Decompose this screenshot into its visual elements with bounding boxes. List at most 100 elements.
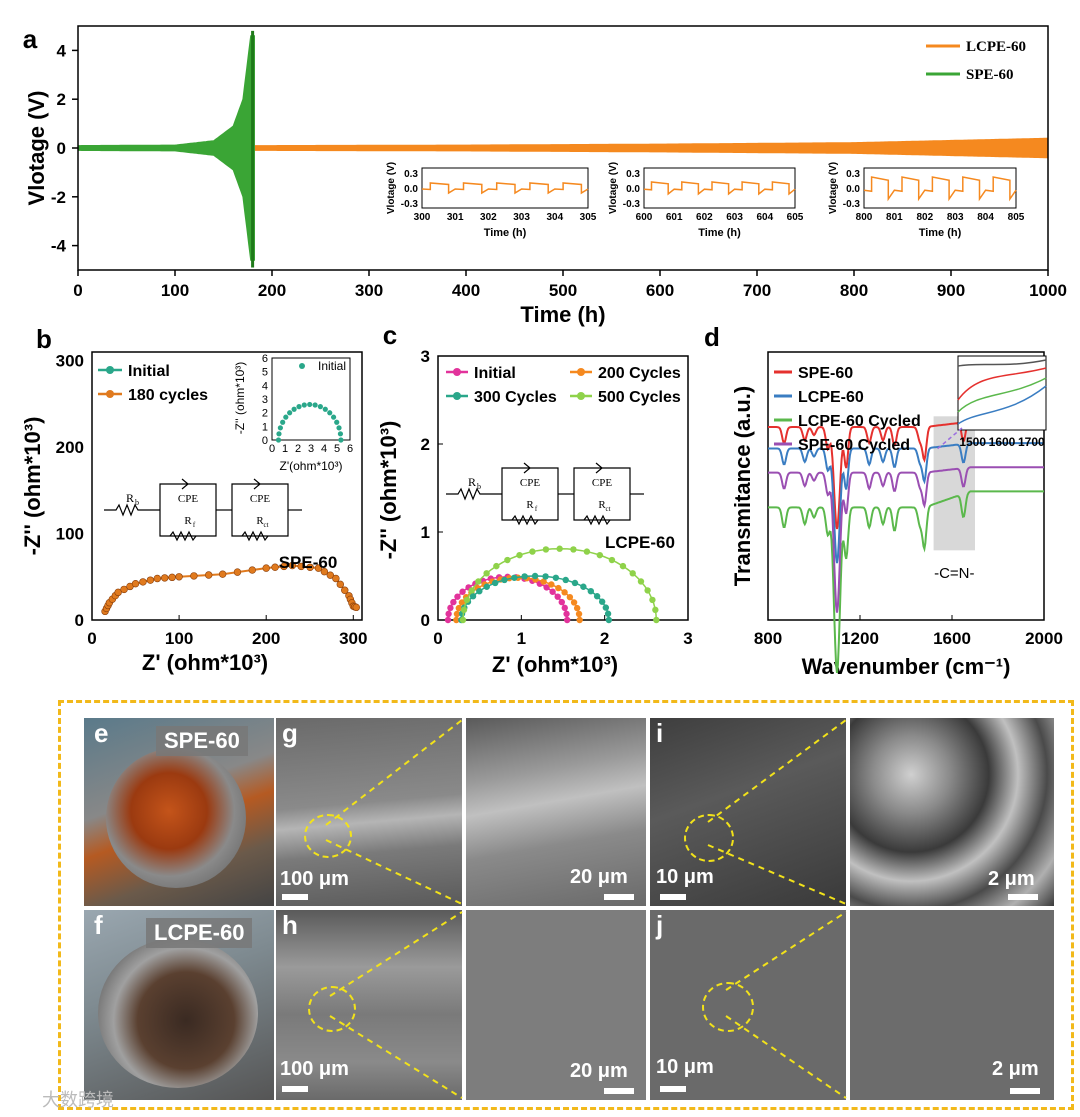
circuit-wire <box>159 483 217 537</box>
xtick-label-a: 400 <box>452 281 480 300</box>
inset-xtick-a: 804 <box>977 212 994 223</box>
annotation-spe60: SPE-60 <box>279 553 338 572</box>
inset-xtick-a: 800 <box>856 212 873 223</box>
legend-label-c-0: Initial <box>474 365 516 382</box>
ytick-label-a: 0 <box>57 139 66 158</box>
series-line-d-1 <box>768 442 1044 564</box>
xtick-label-b: 0 <box>87 629 96 648</box>
inset-xtick-a: 301 <box>447 212 464 223</box>
point-c-3 <box>529 548 536 555</box>
circuit-wire <box>104 503 160 517</box>
panel-letter-e: e <box>94 718 109 748</box>
sem-i-low: 10 μm i <box>650 718 846 906</box>
point-c-3 <box>493 562 500 570</box>
legend-label-c-2: 300 Cycles <box>474 389 557 406</box>
charts-canvas: a0 100 200 300 400 500 600 700 800 900 1000-4-2024… <box>20 24 1067 679</box>
point-c-1 <box>540 578 547 585</box>
circuit-wire <box>241 530 269 542</box>
point-c-2 <box>604 610 612 617</box>
point-c-3 <box>556 545 563 552</box>
circuit-cpe1: CPE <box>520 477 540 489</box>
inset-xtick-d: 1600 <box>989 435 1016 449</box>
point-c-0 <box>563 610 570 618</box>
point-c-3 <box>653 616 660 624</box>
point-c-0 <box>454 593 461 600</box>
inset-ytick-a: 0.3 <box>626 169 640 180</box>
point-c-1 <box>555 584 562 592</box>
legend-label-d-2: LCPE-60 Cycled <box>798 413 921 430</box>
circuit-r-sub2: ct <box>605 505 610 513</box>
xtick-label-a: 700 <box>743 281 771 300</box>
inset-legend-marker-b <box>299 363 305 369</box>
inset-xtick-a: 304 <box>546 212 563 223</box>
scale-label-g1: 100 μm <box>280 868 349 890</box>
point-c-3 <box>483 570 490 577</box>
inset-xlabel-a: Time (h) <box>484 227 527 239</box>
point-180cycles <box>262 564 270 572</box>
series-line-d-2 <box>768 490 1044 674</box>
point-initial-b <box>334 419 340 425</box>
inset-xtick-b: 6 <box>347 443 353 455</box>
cell-disk-e <box>106 748 246 888</box>
scale-label-i1: 10 μm <box>656 866 714 888</box>
point-initial-b <box>331 414 337 420</box>
circuit-rb-sub: b <box>135 498 139 507</box>
sem-g-high: 20 μm <box>466 718 646 906</box>
point-c-2 <box>602 604 610 611</box>
point-c-0 <box>444 616 452 624</box>
axis-frame-b <box>91 351 363 621</box>
zoom-circle-h <box>308 986 356 1032</box>
point-c-0 <box>561 604 568 612</box>
point-initial-b <box>317 404 323 410</box>
point-180cycles <box>332 574 340 583</box>
circuit-wire <box>231 483 289 537</box>
inset-xlabel-b: Z'(ohm*10³) <box>280 459 343 473</box>
tag-lcpe60: LCPE-60 <box>146 918 253 948</box>
scale-bar-i1 <box>660 894 686 900</box>
inset-series-a-1 <box>643 181 796 196</box>
point-c-2 <box>483 583 490 590</box>
inset-series-d-2 <box>957 377 1047 413</box>
circuit-wire <box>169 530 197 542</box>
point-180cycles <box>288 561 297 570</box>
point-180cycles <box>190 572 198 580</box>
zoom-circle-j <box>702 982 754 1032</box>
ytick-label-c: 2 <box>421 435 430 454</box>
inset-xtick-a: 803 <box>947 212 964 223</box>
panel-letter-b: b <box>36 324 52 354</box>
ylabel-a: Vlotage (V) <box>24 91 49 206</box>
ytick-label-a: -2 <box>51 188 66 207</box>
sem-h-high: 20 μm <box>466 910 646 1100</box>
scale-bar-h2 <box>604 1088 634 1094</box>
xtick-label-a: 200 <box>258 281 286 300</box>
point-c-3 <box>619 562 627 570</box>
point-c-3 <box>596 551 604 559</box>
xtick-label-a: 100 <box>161 281 189 300</box>
scale-label-i2: 2 μm <box>988 868 1035 890</box>
point-initial-b <box>283 414 289 420</box>
ylabel-d: Transmitance (a.u.) <box>730 386 755 587</box>
point-initial-b <box>312 402 318 408</box>
inset-xtick-d: 1700 <box>1018 435 1045 449</box>
point-c-1 <box>576 616 583 624</box>
point-initial-b <box>336 425 342 431</box>
scale-bar-j2 <box>1010 1088 1040 1094</box>
point-c-3 <box>608 556 616 564</box>
inset-ylabel-a: Vlotage (V) <box>828 162 839 214</box>
inset-ytick-b: 4 <box>262 380 268 392</box>
legend-label-lcpe60: LCPE-60 <box>966 39 1026 55</box>
point-c-3 <box>649 596 656 604</box>
inset-ytick-a: -0.3 <box>843 199 861 210</box>
point-c-3 <box>570 546 577 553</box>
point-initial-b <box>275 437 282 443</box>
xtick-label-b: 200 <box>252 629 280 648</box>
point-c-2 <box>476 587 483 595</box>
ytick-label-a: 2 <box>57 90 66 109</box>
point-c-2 <box>571 579 579 587</box>
xtick-label-a: 500 <box>549 281 577 300</box>
xtick-label-d: 1200 <box>841 629 879 648</box>
point-initial-b <box>277 425 283 431</box>
point-180cycles <box>153 574 162 583</box>
ytick-label-b: 300 <box>56 352 84 371</box>
